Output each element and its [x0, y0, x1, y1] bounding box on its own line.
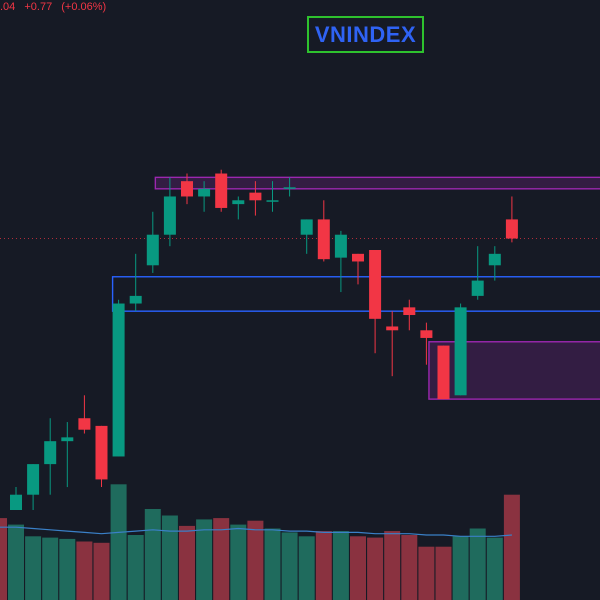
candle-body	[181, 181, 193, 197]
volume-bar	[469, 528, 486, 600]
candle-body	[454, 307, 467, 396]
volume-bar	[213, 518, 230, 600]
volume-bar	[76, 541, 93, 600]
volume-bar	[315, 531, 332, 600]
candle-body	[352, 253, 364, 262]
blue-zone	[111, 276, 600, 312]
candle-body	[386, 326, 399, 331]
volume-bar	[179, 525, 195, 600]
volume-bar	[25, 536, 42, 600]
volume-bar	[298, 536, 315, 600]
candle-body	[266, 200, 279, 202]
candle-body	[129, 295, 142, 304]
candle-body	[61, 437, 74, 442]
volume-bar	[264, 528, 281, 600]
volume-bar	[418, 546, 435, 600]
volume-bar	[127, 535, 144, 600]
candle-body	[112, 303, 125, 457]
candle-body	[95, 425, 108, 480]
ohlc-legend: .04 +0.77 (+0.06%)	[0, 0, 112, 14]
candle-body	[420, 330, 433, 338]
volume-bar	[452, 536, 469, 600]
candle-body	[232, 200, 245, 205]
volume-bar	[435, 546, 452, 600]
symbol-title-box: VNINDEX	[307, 16, 424, 53]
candle-body	[471, 280, 484, 296]
candle-body	[27, 464, 40, 495]
volume-ma-line	[0, 526, 512, 537]
volume-bar	[161, 515, 178, 600]
candle-body	[317, 219, 330, 260]
volume-bar	[196, 519, 213, 600]
volume-bar	[0, 518, 7, 600]
volume-bar	[247, 520, 264, 600]
legend-change-pct: (+0.06%)	[61, 1, 107, 13]
candle-body	[44, 441, 57, 465]
candle-body	[198, 188, 211, 197]
volume-bar	[42, 537, 59, 600]
candle-body	[163, 196, 176, 235]
volume-bar	[350, 536, 366, 600]
volume-bar	[144, 509, 161, 600]
legend-value: .04	[0, 1, 16, 13]
volume-bar	[486, 537, 503, 600]
volume-bar	[93, 542, 110, 600]
candle-body	[146, 234, 159, 266]
candle-body	[334, 234, 347, 258]
candle-body	[300, 219, 313, 235]
volume-bar	[367, 537, 384, 600]
candle-body	[249, 192, 262, 201]
purple-top-zone	[154, 176, 600, 190]
candle-body	[403, 307, 416, 315]
volume-bar	[384, 531, 401, 600]
volume-bar	[332, 531, 349, 600]
symbol-title: VNINDEX	[314, 21, 417, 47]
volume-bar	[8, 524, 24, 600]
candle-body	[283, 187, 296, 189]
volume-bar	[110, 484, 127, 600]
candle-body	[215, 173, 228, 208]
volume-bar	[281, 532, 298, 600]
zones-layer	[111, 176, 600, 400]
volume-bar	[401, 535, 418, 600]
volume-layer	[0, 484, 520, 600]
volume-bar	[59, 538, 76, 600]
volume-bar	[503, 494, 520, 600]
volume-bar	[230, 524, 247, 600]
volume-ma-layer	[0, 526, 512, 537]
candle-body	[10, 494, 22, 510]
candle-body	[78, 418, 91, 430]
candle-body	[488, 253, 501, 266]
candle-body	[437, 345, 450, 400]
legend-change: +0.77	[24, 1, 53, 13]
candles-layer	[10, 169, 518, 510]
candle-body	[369, 250, 382, 319]
candle-body	[505, 219, 518, 239]
